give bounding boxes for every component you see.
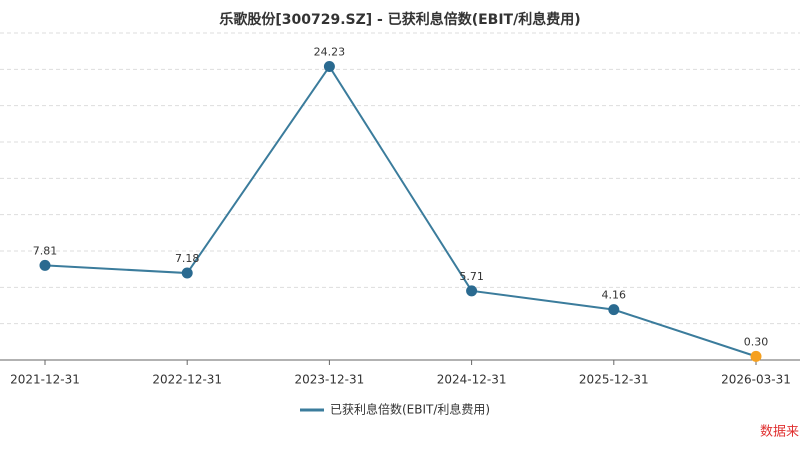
data-point <box>750 350 762 362</box>
data-point <box>608 304 620 316</box>
data-label: 5.71 <box>459 270 484 283</box>
chart-title: 乐歌股份[300729.SZ] - 已获利息倍数(EBIT/利息费用) <box>219 11 580 28</box>
data-point <box>181 267 193 279</box>
data-label: 24.23 <box>314 46 346 59</box>
source-note: 数据来 <box>760 425 799 440</box>
data-label: 4.16 <box>602 289 627 302</box>
data-point <box>466 285 478 297</box>
data-label: 7.81 <box>33 244 58 257</box>
x-tick-label: 2024-12-31 <box>437 373 507 387</box>
x-tick-label: 2026-03-31 <box>721 373 791 387</box>
x-tick-label: 2022-12-31 <box>152 373 222 387</box>
x-tick-label: 2023-12-31 <box>295 373 365 387</box>
data-label: 7.18 <box>175 252 200 265</box>
data-label: 0.30 <box>744 335 769 348</box>
x-tick-label: 2021-12-31 <box>10 373 80 387</box>
series-line <box>44 64 757 358</box>
legend-label: 已获利息倍数(EBIT/利息费用) <box>330 402 490 417</box>
data-point <box>39 259 51 271</box>
x-tick-label: 2025-12-31 <box>579 373 649 387</box>
data-point <box>323 61 335 73</box>
